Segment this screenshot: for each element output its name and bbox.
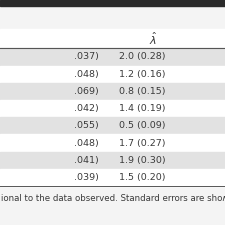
Bar <box>0 134 225 152</box>
Text: .042): .042) <box>74 104 99 113</box>
Text: .069): .069) <box>74 87 99 96</box>
Text: .039): .039) <box>74 173 99 182</box>
Bar <box>0 0 225 6</box>
Bar <box>0 66 225 83</box>
Text: .055): .055) <box>74 121 99 130</box>
Text: 0.8 (0.15): 0.8 (0.15) <box>119 87 166 96</box>
Text: 0.5 (0.09): 0.5 (0.09) <box>119 121 166 130</box>
Text: .048): .048) <box>74 139 99 148</box>
Text: 1.5 (0.20): 1.5 (0.20) <box>119 173 166 182</box>
Text: .041): .041) <box>74 156 99 165</box>
Bar <box>0 100 225 117</box>
Bar <box>0 152 225 169</box>
Text: .037): .037) <box>74 52 99 61</box>
Text: 1.2 (0.16): 1.2 (0.16) <box>119 70 166 79</box>
Bar <box>0 48 225 66</box>
Text: 2.0 (0.28): 2.0 (0.28) <box>119 52 166 61</box>
Text: $\hat{\lambda}$: $\hat{\lambda}$ <box>149 31 157 47</box>
Bar <box>0 169 225 186</box>
Bar <box>0 29 225 48</box>
Bar <box>0 117 225 134</box>
Bar <box>0 83 225 100</box>
Text: .048): .048) <box>74 70 99 79</box>
Text: 1.9 (0.30): 1.9 (0.30) <box>119 156 166 165</box>
Text: 1.4 (0.19): 1.4 (0.19) <box>119 104 166 113</box>
Text: ional to the data observed. Standard errors are shoʍ: ional to the data observed. Standard err… <box>1 194 225 203</box>
Text: 1.7 (0.27): 1.7 (0.27) <box>119 139 166 148</box>
